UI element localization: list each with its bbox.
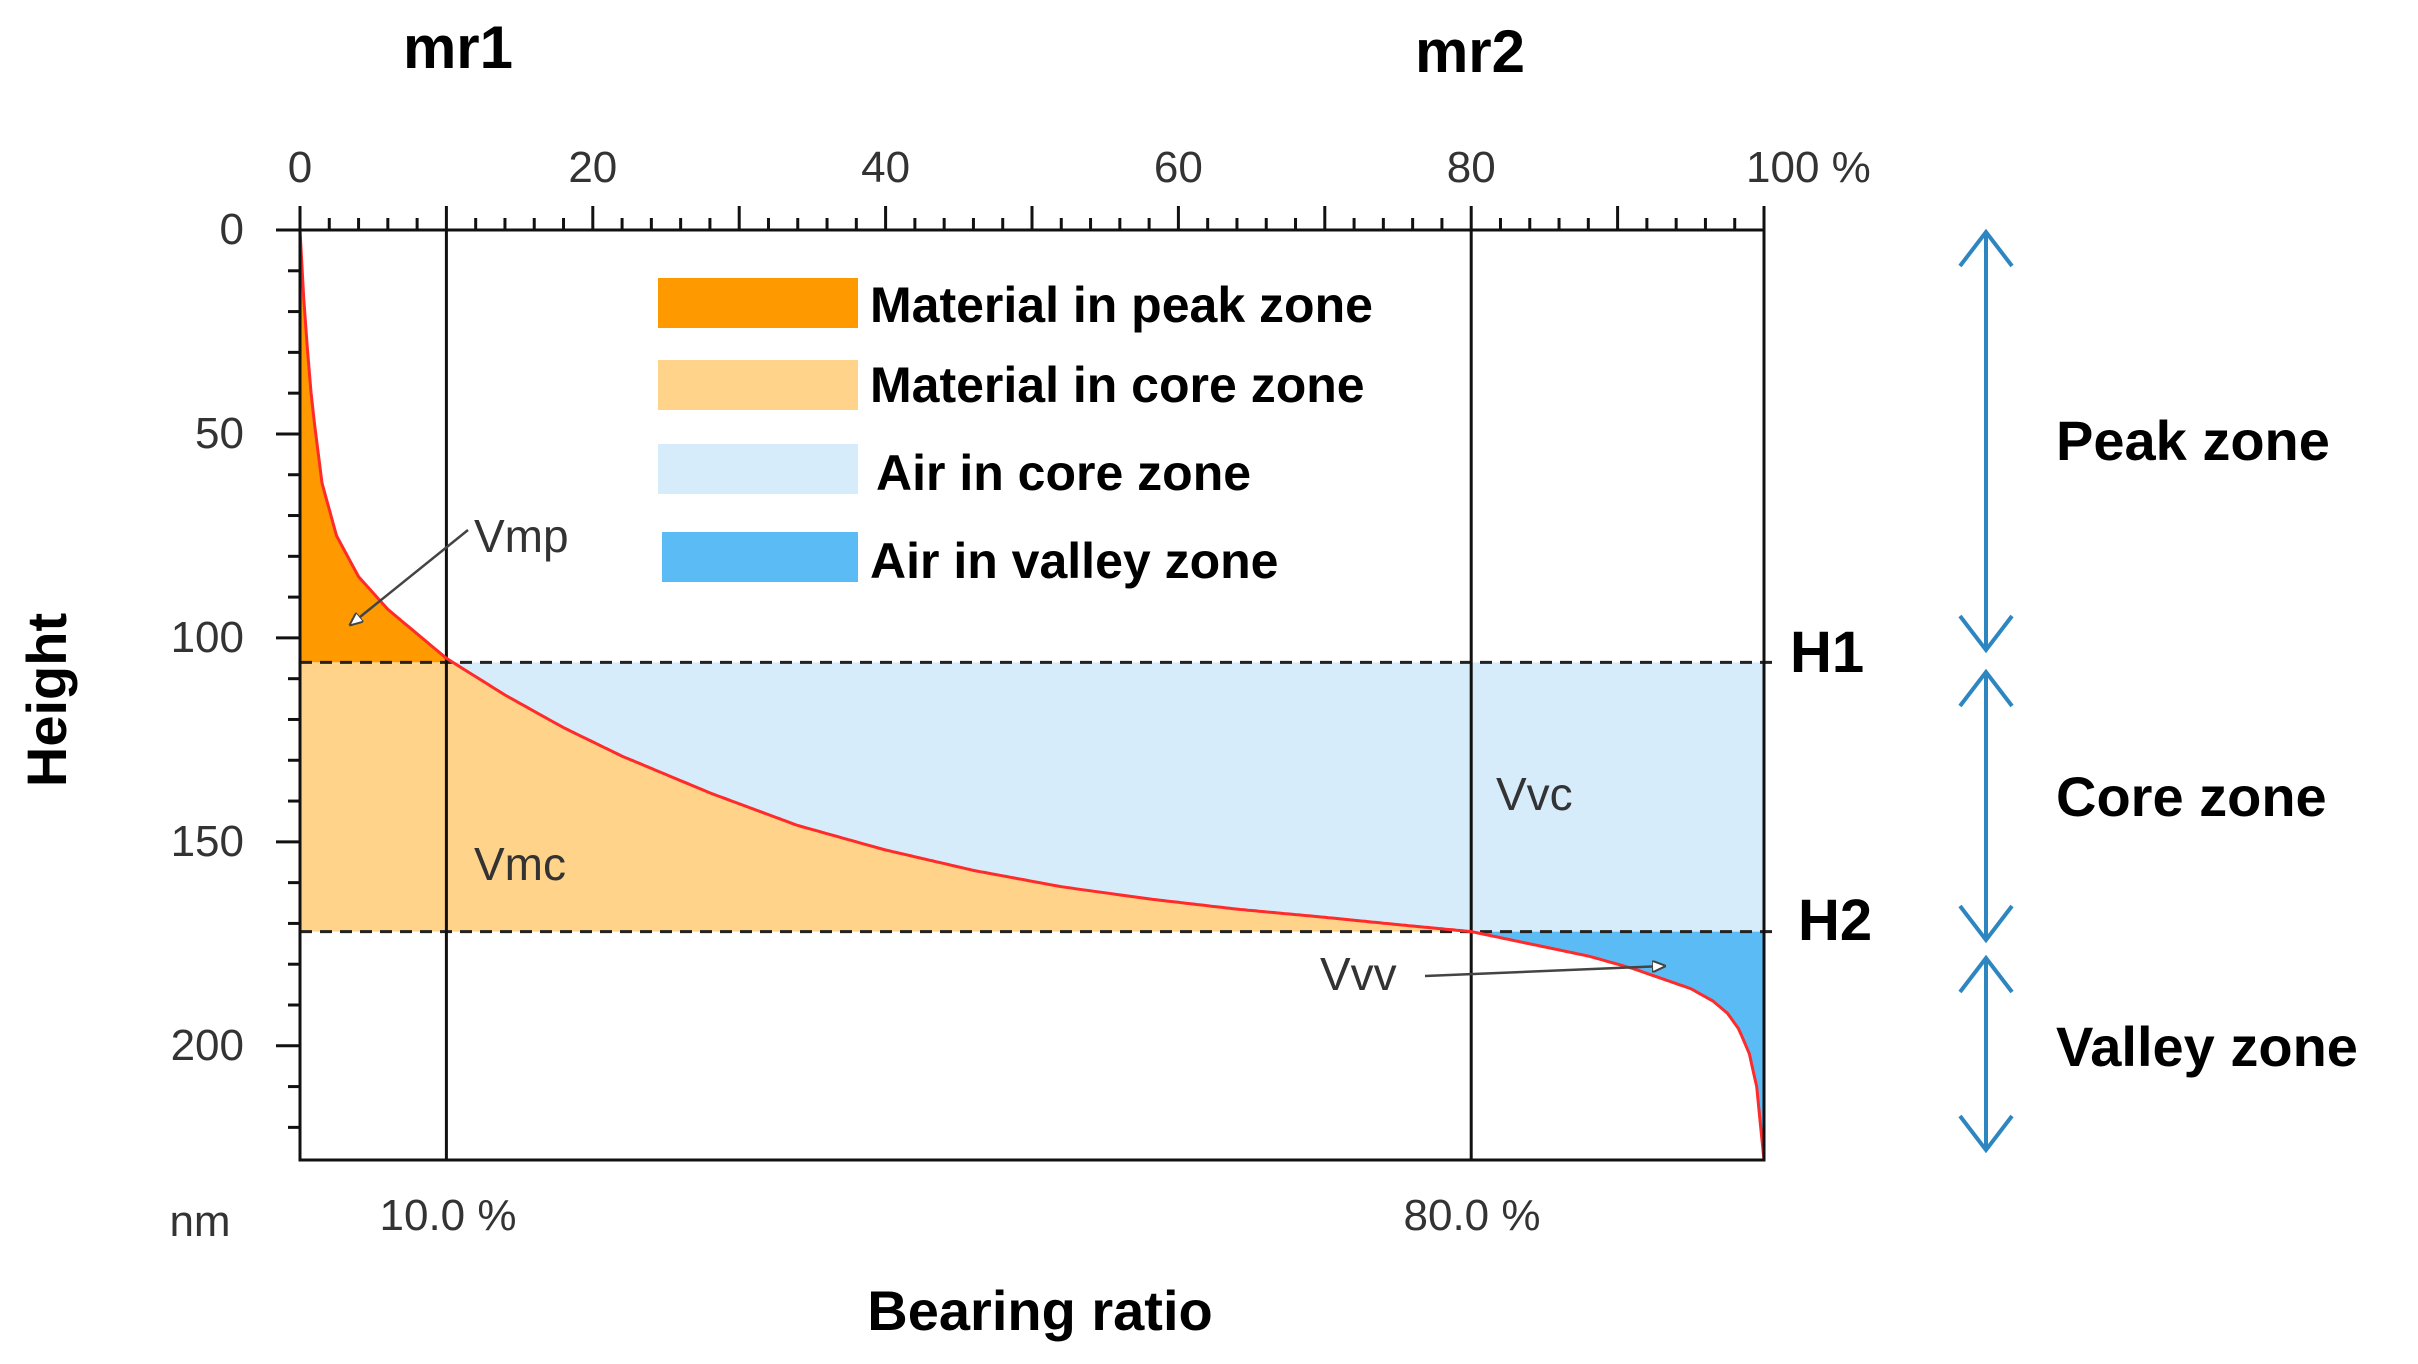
y-axis-title: Height xyxy=(15,613,78,787)
mr2-value-label: 80.0 % xyxy=(1404,1191,1541,1240)
h2-label: H2 xyxy=(1798,888,1872,953)
legend-label: Material in core zone xyxy=(870,357,1365,413)
x-tick-label: 0 xyxy=(288,143,312,192)
legend-label: Air in core zone xyxy=(876,445,1251,501)
vvv-arrow xyxy=(1424,966,1665,978)
legend-swatch-peak xyxy=(658,278,858,328)
x-axis-ticks xyxy=(298,206,1766,230)
fill-air-core-zone xyxy=(452,662,1764,932)
legend-swatch-core-air xyxy=(658,444,858,494)
x-axis-title: Bearing ratio xyxy=(867,1279,1212,1342)
mr1-value-label: 10.0 % xyxy=(380,1191,517,1240)
fill-material-core-zone xyxy=(300,662,1472,932)
zone-arrow-head-up xyxy=(1958,668,2014,708)
zone-arrow-head-up xyxy=(1958,954,2014,994)
x-tick-label: 20 xyxy=(568,143,617,192)
legend-swatch-core-material xyxy=(658,360,858,410)
y-unit-label: nm xyxy=(169,1197,230,1246)
legend-label: Material in peak zone xyxy=(870,277,1373,333)
zone-arrow-head-down xyxy=(1958,614,2014,654)
bearing-curve xyxy=(298,229,1766,1161)
vvv-annotation: Vvv xyxy=(1320,948,1397,1000)
y-axis-ticks xyxy=(276,228,300,1129)
zone-arrow-head-down xyxy=(1958,904,2014,944)
fill-material-peak-zone xyxy=(300,230,453,663)
vvc-annotation: Vvc xyxy=(1496,768,1573,820)
peak-zone-label: Peak zone xyxy=(2056,409,2330,472)
y-tick-label: 50 xyxy=(195,409,244,458)
y-tick-label: 200 xyxy=(171,1021,244,1070)
x-tick-label: 100 % xyxy=(1746,143,1871,192)
zone-arrow-peak xyxy=(1958,228,2014,654)
y-tick-label: 0 xyxy=(220,205,244,254)
h1-label: H1 xyxy=(1790,620,1864,685)
valley-zone-label: Valley zone xyxy=(2056,1015,2358,1078)
zone-arrow-head-down xyxy=(1958,1114,2014,1154)
mr2-label: mr2 xyxy=(1415,18,1525,85)
legend: Material in peak zone Material in core z… xyxy=(658,277,1373,589)
x-tick-label: 80 xyxy=(1447,143,1496,192)
vmc-annotation: Vmc xyxy=(474,838,566,890)
x-tick-label: 40 xyxy=(861,143,910,192)
fill-air-valley-zone xyxy=(1471,931,1764,1160)
legend-swatch-valley-air xyxy=(662,532,858,582)
vmp-arrow xyxy=(350,529,469,625)
x-tick-label: 60 xyxy=(1154,143,1203,192)
mr1-label: mr1 xyxy=(403,14,513,81)
legend-label: Air in valley zone xyxy=(870,533,1278,589)
core-zone-label: Core zone xyxy=(2056,765,2327,828)
vmp-annotation: Vmp xyxy=(474,510,569,562)
zone-arrows xyxy=(1958,228,2014,1154)
zone-arrow-head-up xyxy=(1958,228,2014,268)
zone-arrow-valley xyxy=(1958,954,2014,1154)
y-tick-label: 150 xyxy=(171,817,244,866)
zone-arrow-core xyxy=(1958,668,2014,944)
y-tick-label: 100 xyxy=(171,613,244,662)
